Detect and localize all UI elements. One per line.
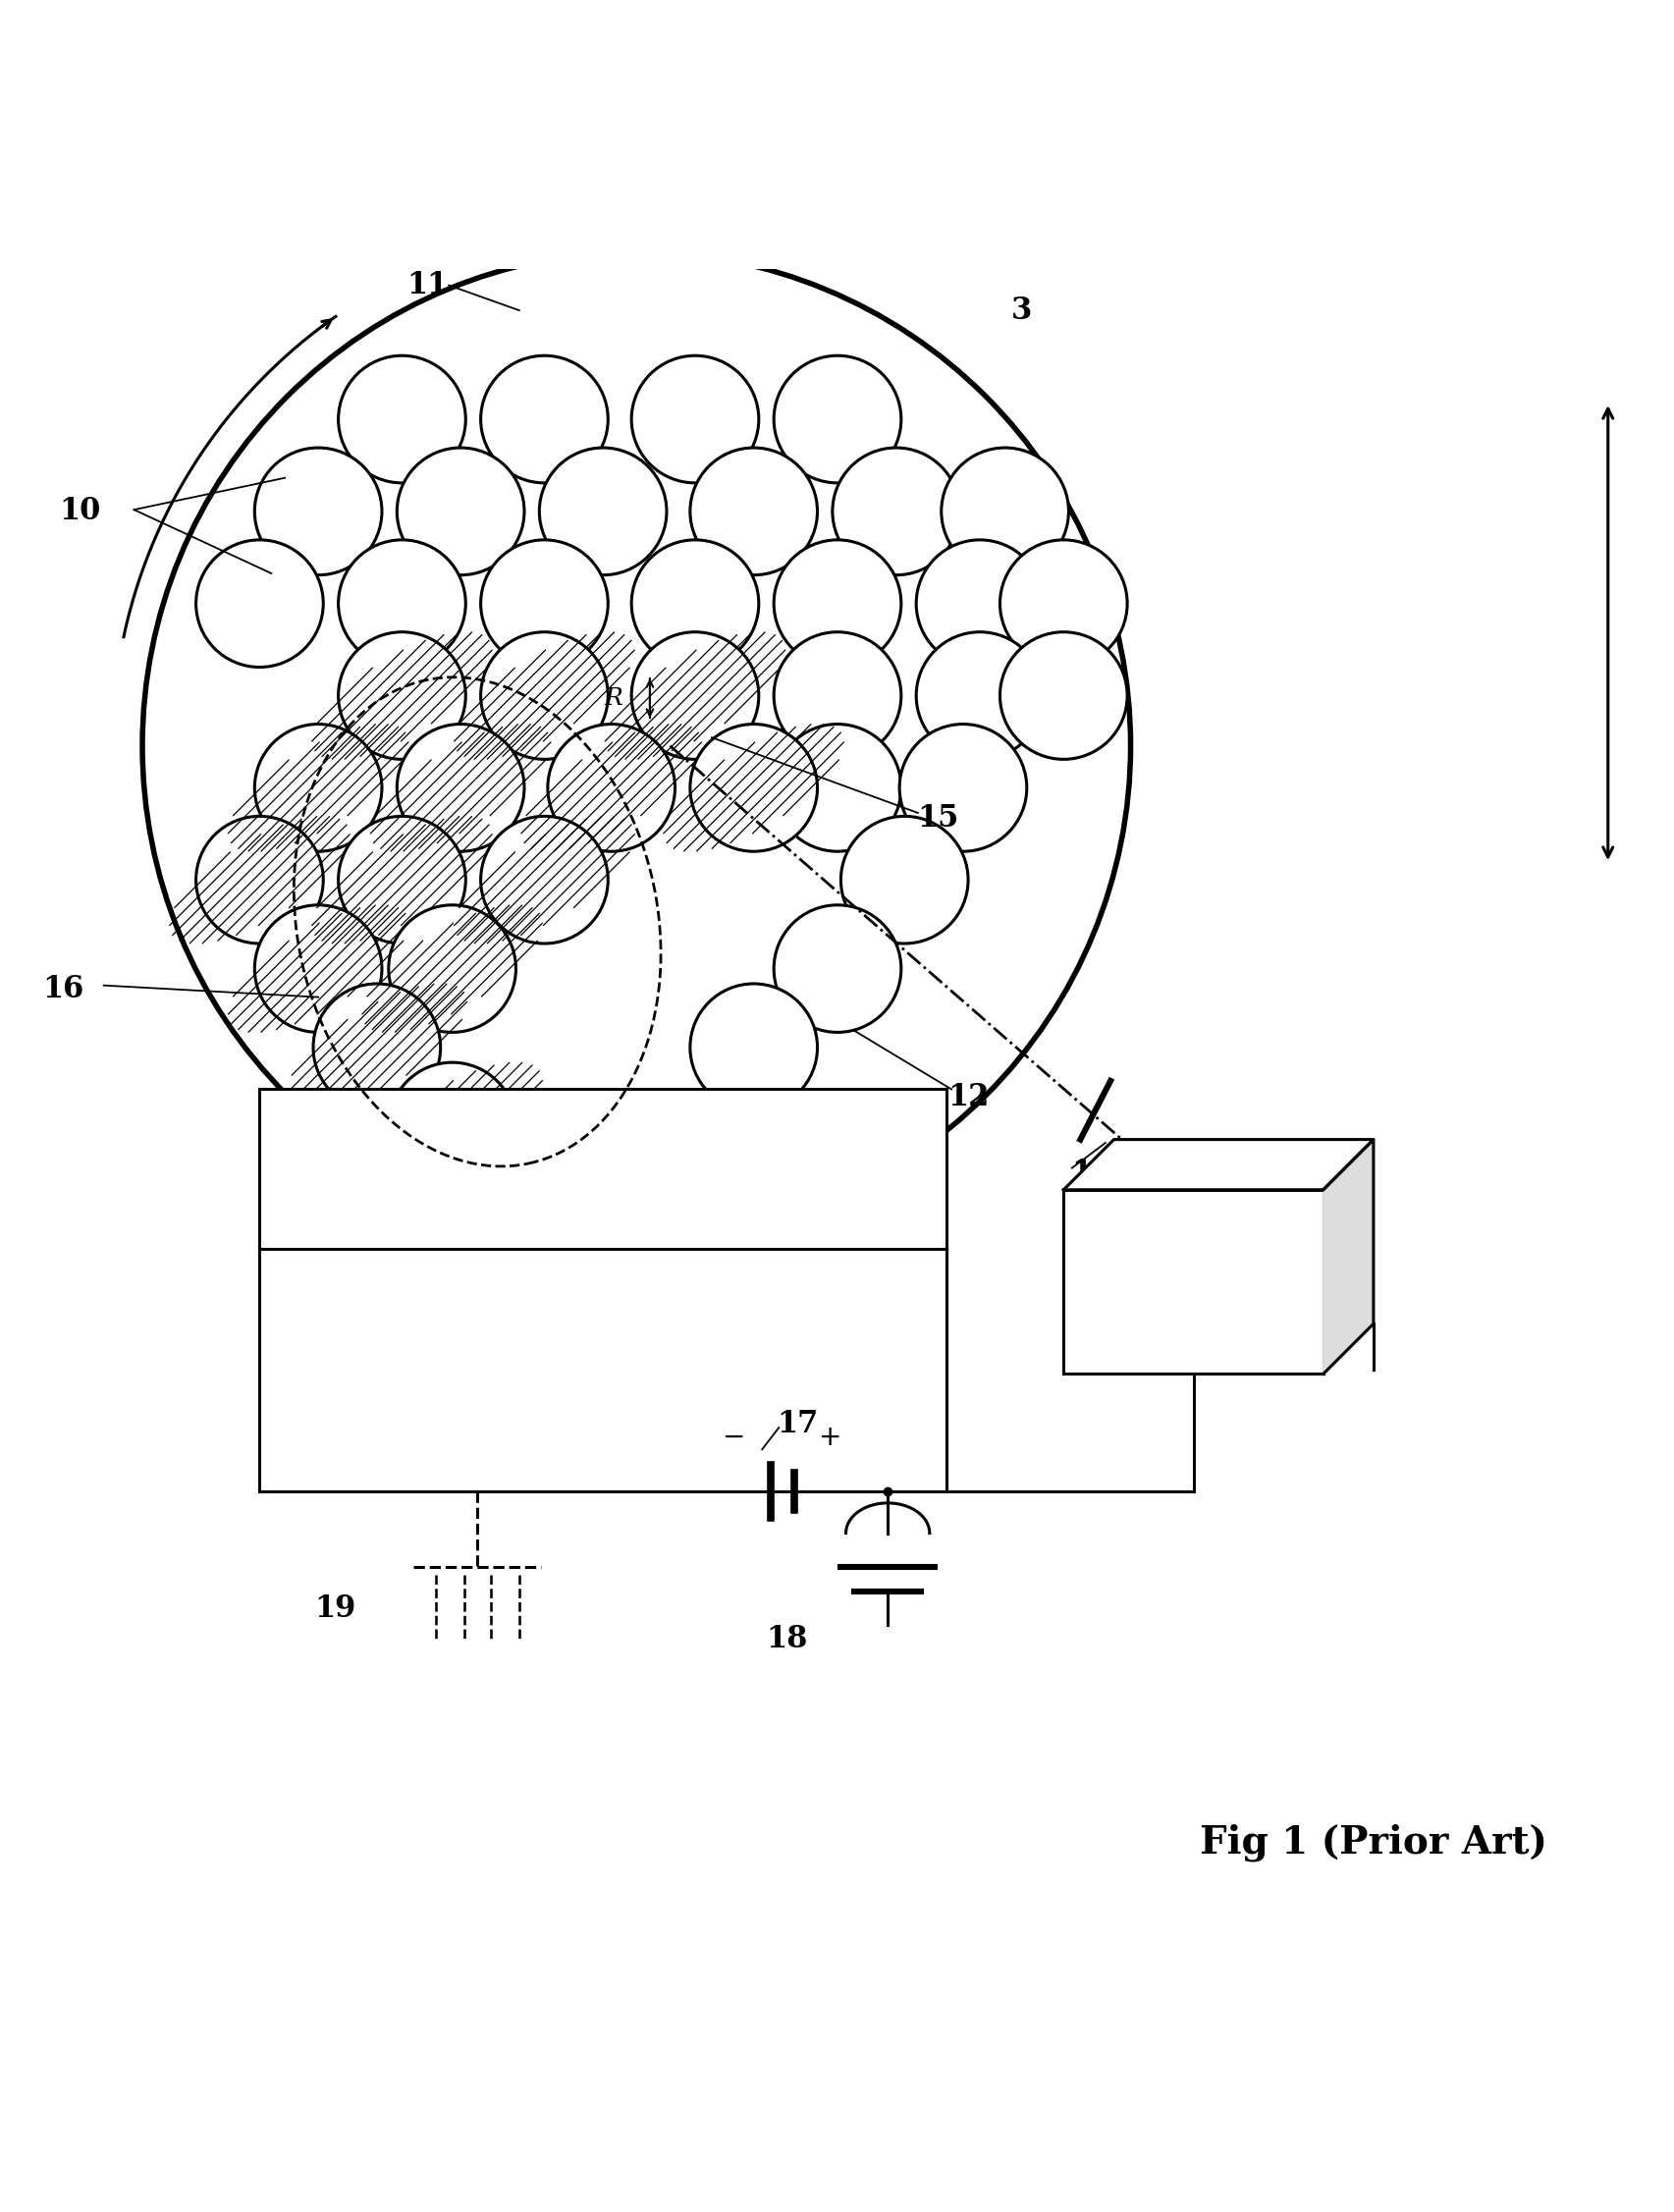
Text: 18: 18 — [767, 1624, 807, 1655]
Text: 16: 16 — [44, 973, 84, 1004]
Text: 10: 10 — [60, 495, 100, 526]
Circle shape — [196, 816, 323, 945]
Text: 11: 11 — [407, 270, 447, 301]
Text: −: − — [721, 1425, 745, 1451]
Circle shape — [338, 816, 465, 945]
Circle shape — [999, 540, 1127, 668]
Text: 15: 15 — [917, 803, 958, 834]
Text: 17: 17 — [777, 1409, 817, 1440]
Circle shape — [254, 447, 382, 575]
Text: 3: 3 — [1011, 294, 1031, 325]
Circle shape — [254, 905, 382, 1033]
Circle shape — [899, 723, 1026, 852]
Circle shape — [397, 723, 524, 852]
Circle shape — [832, 447, 959, 575]
Bar — [259, 1088, 946, 1248]
Text: 13: 13 — [1071, 1157, 1112, 1188]
Text: Fig 1 (Prior Art): Fig 1 (Prior Art) — [1199, 1825, 1547, 1863]
Circle shape — [631, 633, 758, 759]
Circle shape — [773, 723, 901, 852]
Circle shape — [773, 540, 901, 668]
Circle shape — [480, 540, 608, 668]
Circle shape — [631, 540, 758, 668]
Circle shape — [480, 633, 608, 759]
Text: +: + — [819, 1425, 842, 1451]
Circle shape — [773, 356, 901, 482]
Circle shape — [773, 905, 901, 1033]
Circle shape — [916, 540, 1043, 668]
Circle shape — [480, 356, 608, 482]
Text: R: R — [603, 688, 623, 710]
Circle shape — [338, 633, 465, 759]
Circle shape — [397, 447, 524, 575]
Circle shape — [338, 356, 465, 482]
Circle shape — [338, 540, 465, 668]
Circle shape — [480, 816, 608, 945]
Circle shape — [539, 447, 666, 575]
Text: 12: 12 — [947, 1082, 988, 1113]
Circle shape — [313, 984, 440, 1110]
Text: 14: 14 — [1239, 1325, 1279, 1356]
Circle shape — [254, 723, 382, 852]
Circle shape — [388, 905, 516, 1033]
Polygon shape — [1063, 1139, 1373, 1190]
Circle shape — [941, 447, 1068, 575]
Circle shape — [547, 723, 675, 852]
Circle shape — [196, 540, 323, 668]
Text: 19: 19 — [315, 1593, 355, 1624]
Circle shape — [690, 723, 817, 852]
Circle shape — [999, 633, 1127, 759]
Circle shape — [388, 1062, 516, 1190]
Bar — [1063, 1190, 1322, 1374]
Text: I: I — [377, 1150, 393, 1181]
Circle shape — [773, 633, 901, 759]
Circle shape — [690, 984, 817, 1110]
Circle shape — [840, 816, 968, 945]
Circle shape — [690, 447, 817, 575]
Polygon shape — [1322, 1139, 1373, 1374]
Circle shape — [916, 633, 1043, 759]
Circle shape — [631, 356, 758, 482]
